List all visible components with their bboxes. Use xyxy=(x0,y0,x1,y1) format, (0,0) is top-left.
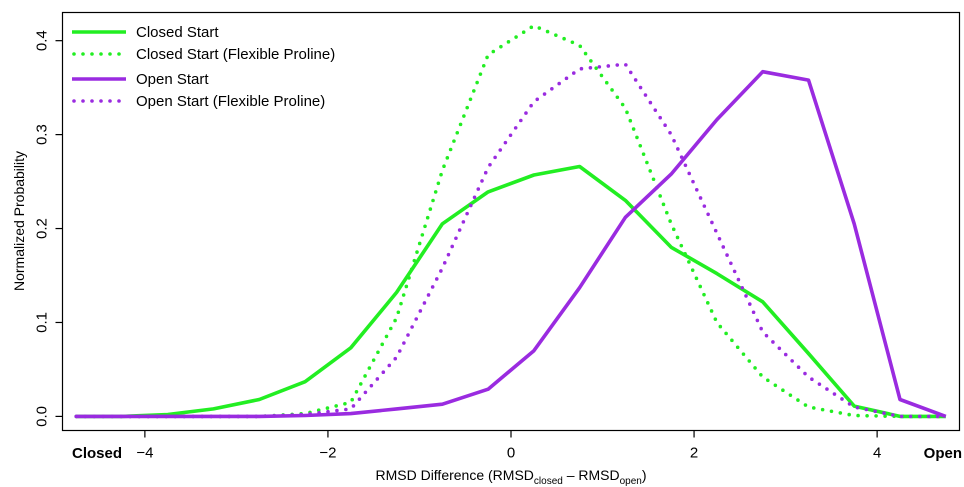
x-tick-label: −2 xyxy=(319,445,336,462)
y-tick-label: 0.3 xyxy=(34,124,51,145)
legend-label-closed-start-flexible-proline: Closed Start (Flexible Proline) xyxy=(136,46,335,63)
x-tick-label: −4 xyxy=(136,445,153,462)
x-end-label-open: Open xyxy=(924,445,962,462)
x-tick-label: 2 xyxy=(690,445,698,462)
series-line-closed-start xyxy=(76,164,946,419)
legend-label-open-start: Open Start xyxy=(136,71,209,88)
y-tick-label: 0.1 xyxy=(34,312,51,333)
series-line-open-start xyxy=(76,69,947,419)
y-axis: 0.0 0.1 0.2 0.3 0.4 xyxy=(34,30,63,427)
series-layer xyxy=(74,23,948,419)
x-axis: −4 −2 0 2 4 xyxy=(136,430,881,462)
x-end-label-closed: Closed xyxy=(72,445,122,462)
y-tick-label: 0.2 xyxy=(34,218,51,239)
y-tick-label: 0.0 xyxy=(34,406,51,427)
legend: Closed Start Closed Start (Flexible Prol… xyxy=(72,24,335,110)
y-tick-label: 0.4 xyxy=(34,30,51,51)
legend-label-open-start-flexible-proline: Open Start (Flexible Proline) xyxy=(136,93,325,110)
series-line-open-start-flexible-proline xyxy=(74,62,948,419)
x-axis-title: RMSD Difference (RMSDclosed – RMSDopen) xyxy=(375,467,646,487)
legend-label-closed-start: Closed Start xyxy=(136,24,219,41)
x-tick-label: 4 xyxy=(873,445,881,462)
x-tick-label: 0 xyxy=(507,445,515,462)
y-axis-title: Normalized Probability xyxy=(11,151,27,291)
